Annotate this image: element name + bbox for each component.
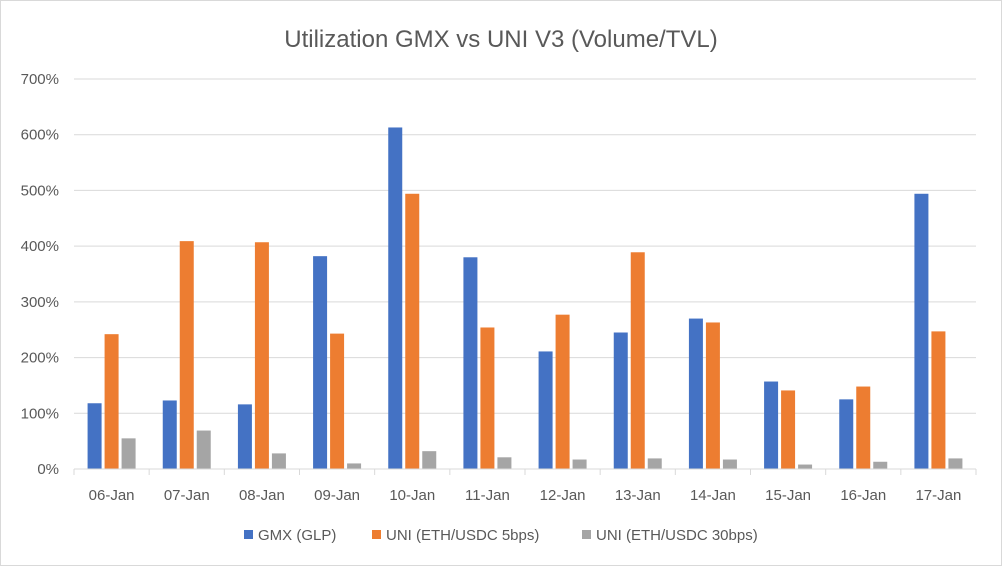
x-tick-label: 08-Jan: [239, 487, 285, 504]
bar-3-13-Jan: [647, 458, 662, 469]
x-tick-label: 15-Jan: [765, 487, 811, 504]
x-tick-label: 07-Jan: [164, 487, 210, 504]
x-tick-label: 06-Jan: [89, 487, 135, 504]
bar-1-09-Jan: [313, 256, 328, 469]
bar-1-14-Jan: [688, 318, 703, 469]
bar-1-06-Jan: [87, 403, 102, 469]
bar-3-09-Jan: [347, 463, 362, 469]
bar-2-16-Jan: [856, 386, 871, 469]
bar-2-14-Jan: [705, 322, 720, 469]
bar-3-14-Jan: [722, 459, 737, 469]
y-tick-label: 600%: [21, 127, 59, 144]
y-tick-label: 200%: [21, 350, 59, 367]
bar-3-16-Jan: [873, 461, 888, 469]
bar-2-10-Jan: [405, 193, 420, 469]
y-axis-ticks: 0% 100% 200% 300% 400% 500% 600% 700%: [21, 71, 59, 478]
bar-3-12-Jan: [572, 459, 587, 469]
bar-2-06-Jan: [104, 334, 119, 469]
y-tick-label: 400%: [21, 238, 59, 255]
legend: GMX (GLP) UNI (ETH/USDC 5bps) UNI (ETH/USD…: [244, 527, 758, 544]
legend-label: UNI (ETH/USDC 30bps): [596, 527, 758, 544]
bar-2-08-Jan: [254, 242, 269, 469]
bars: [87, 127, 963, 469]
bar-3-15-Jan: [798, 464, 813, 469]
legend-swatch: [244, 530, 253, 539]
x-tick-label: 10-Jan: [389, 487, 435, 504]
bar-1-12-Jan: [538, 351, 553, 469]
x-tick-label: 11-Jan: [465, 487, 510, 504]
legend-swatch: [582, 530, 591, 539]
legend-swatch: [372, 530, 381, 539]
bar-1-10-Jan: [388, 127, 403, 469]
x-tick-label: 14-Jan: [690, 487, 736, 504]
bar-2-13-Jan: [630, 252, 645, 469]
bar-1-08-Jan: [237, 404, 252, 469]
x-tick-label: 09-Jan: [314, 487, 360, 504]
bar-1-11-Jan: [463, 257, 478, 469]
x-axis: 06-Jan 07-Jan 08-Jan 09-Jan 10-Jan 11-Jan 12-J…: [73, 468, 977, 504]
bar-3-11-Jan: [497, 457, 512, 469]
bar-3-08-Jan: [271, 453, 286, 469]
x-tick-label: 12-Jan: [540, 487, 586, 504]
bar-3-07-Jan: [196, 430, 211, 469]
bar-3-10-Jan: [422, 451, 437, 469]
y-tick-label: 700%: [21, 71, 59, 88]
gridlines: [74, 78, 976, 414]
bar-1-16-Jan: [839, 399, 854, 469]
bar-2-17-Jan: [931, 331, 946, 469]
bar-2-07-Jan: [179, 241, 194, 469]
y-tick-label: 0%: [37, 461, 59, 478]
bar-2-11-Jan: [480, 327, 495, 469]
chart-title: Utilization GMX vs UNI V3 (Volume/TVL): [284, 26, 717, 53]
legend-label: UNI (ETH/USDC 5bps): [386, 527, 539, 544]
bar-1-15-Jan: [764, 381, 779, 469]
bar-1-13-Jan: [613, 332, 628, 469]
x-tick-label: 17-Jan: [915, 487, 961, 504]
x-tick-label: 13-Jan: [615, 487, 661, 504]
bar-2-09-Jan: [330, 333, 345, 469]
x-tick-label: 16-Jan: [840, 487, 886, 504]
y-tick-label: 100%: [21, 405, 59, 422]
legend-label: GMX (GLP): [258, 527, 336, 544]
bar-2-15-Jan: [781, 390, 796, 469]
bar-3-06-Jan: [121, 438, 136, 469]
y-tick-label: 500%: [21, 182, 59, 199]
bar-1-07-Jan: [162, 400, 177, 469]
bar-2-12-Jan: [555, 314, 570, 469]
bar-1-17-Jan: [914, 193, 929, 469]
y-tick-label: 300%: [21, 294, 59, 311]
bar-3-17-Jan: [948, 458, 963, 469]
